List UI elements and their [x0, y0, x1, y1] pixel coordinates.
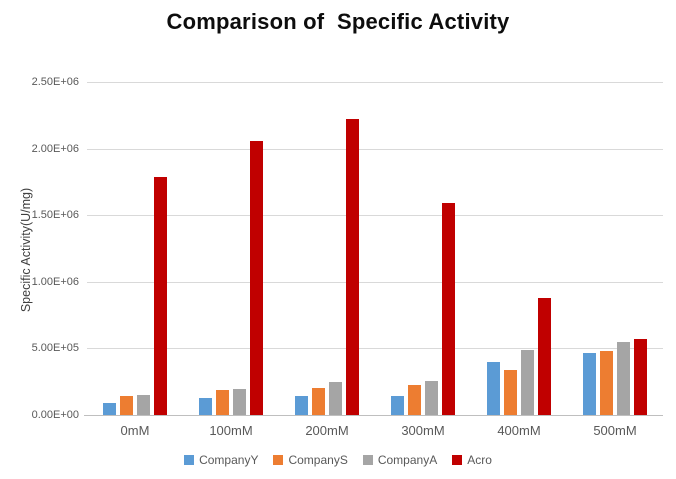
legend-swatch-companya [362, 455, 373, 465]
gridline [87, 82, 663, 83]
bar-companys-200mm [312, 388, 325, 415]
bar-companya-300mm [425, 381, 438, 415]
x-tick-label-200mm: 200mM [305, 423, 349, 438]
y-tick-label: 5.00E+05 [31, 342, 79, 355]
bar-companys-300mm [408, 385, 421, 415]
y-axis-title: Specific Activity(U/mg) [19, 187, 33, 313]
bar-companyy-300mm [391, 396, 404, 415]
y-tick-label: 1.50E+06 [31, 209, 79, 222]
chart-title: Comparison of Specific Activity [166, 9, 510, 34]
x-tick-label-400mm: 400mM [497, 423, 541, 438]
bar-companys-0mm [120, 396, 133, 415]
y-tick-label: 1.00E+06 [31, 275, 79, 288]
gridline [87, 148, 663, 150]
legend-label-companys: CompanyS [288, 453, 348, 467]
bar-acro-300mm [442, 203, 455, 415]
legend-label-companya: CompanyA [377, 453, 438, 467]
x-tick-label-500mm: 500mM [593, 423, 637, 438]
bar-companyy-100mm [199, 398, 212, 415]
legend: CompanyY CompanyS CompanyA Acro [0, 453, 676, 467]
x-tick-label-0mm: 0mM [120, 423, 150, 438]
bar-companys-500mm [600, 351, 613, 415]
bar-companya-400mm [521, 350, 534, 415]
bar-companyy-500mm [583, 353, 596, 415]
legend-swatch-companys [273, 455, 284, 465]
bar-acro-500mm [634, 339, 647, 415]
bar-acro-100mm [250, 141, 263, 415]
y-tick-label: 0.00E+00 [31, 409, 79, 421]
y-tick-label: 2.50E+06 [31, 76, 79, 88]
legend-item-acro: Acro [452, 453, 492, 467]
bar-companya-200mm [329, 382, 342, 415]
bar-companyy-400mm [487, 362, 500, 415]
gridline [87, 215, 663, 217]
legend-item-companyy: CompanyY [184, 453, 258, 467]
bar-companya-0mm [137, 395, 150, 415]
bar-acro-400mm [538, 298, 551, 415]
gridline [87, 281, 663, 283]
x-tick-label-100mm: 100mM [209, 423, 253, 438]
bar-companyy-200mm [295, 396, 308, 415]
y-tick-label: 2.00E+06 [31, 142, 79, 155]
bar-companya-500mm [617, 342, 630, 415]
bar-acro-200mm [346, 119, 359, 415]
legend-swatch-acro [452, 455, 463, 465]
legend-label-companyy: CompanyY [199, 453, 259, 467]
bar-companya-100mm [233, 389, 246, 415]
plot-area [84, 82, 663, 416]
bar-acro-0mm [154, 177, 167, 415]
legend-item-companys: CompanyS [273, 453, 348, 467]
gridline [87, 348, 663, 350]
legend-item-companya: CompanyA [362, 453, 438, 467]
x-tick-label-300mm: 300mM [401, 423, 445, 438]
legend-label-acro: Acro [467, 453, 492, 467]
bar-companys-100mm [216, 390, 229, 415]
legend-swatch-companyy [184, 455, 195, 465]
bar-companyy-0mm [103, 403, 116, 415]
x-axis-line [84, 415, 663, 416]
bar-companys-400mm [504, 370, 517, 415]
